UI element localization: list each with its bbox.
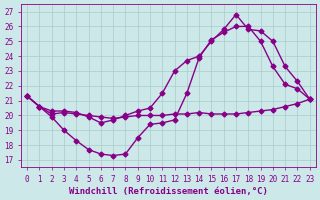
X-axis label: Windchill (Refroidissement éolien,°C): Windchill (Refroidissement éolien,°C) — [69, 187, 268, 196]
